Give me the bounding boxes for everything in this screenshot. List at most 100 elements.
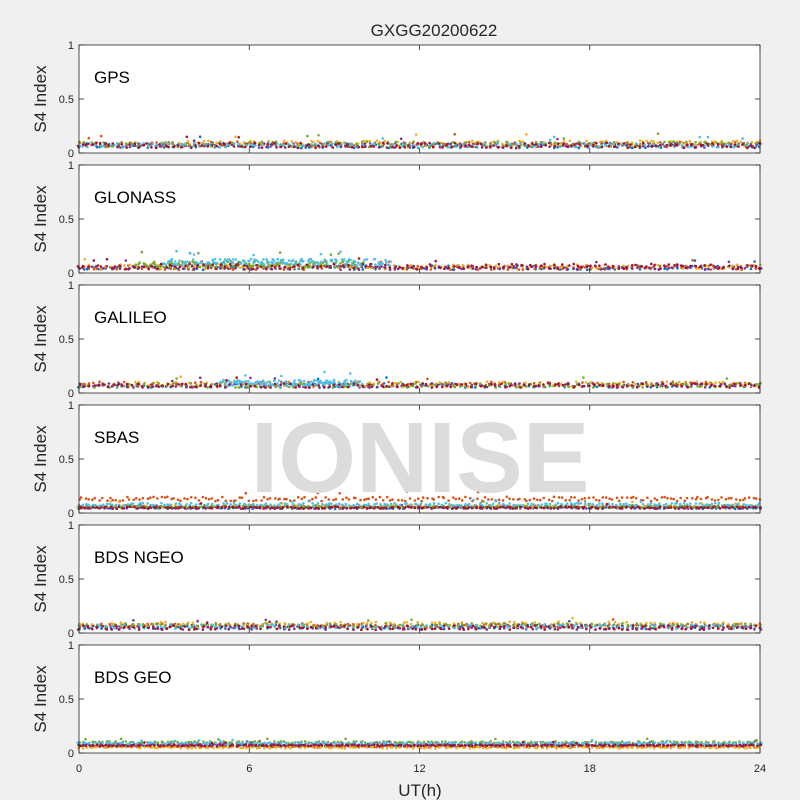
data-point: [310, 143, 313, 146]
data-point: [451, 268, 455, 271]
data-point: [159, 262, 163, 266]
data-point: [337, 144, 341, 147]
data-point: [189, 382, 192, 385]
data-point: [356, 384, 360, 387]
data-point: [602, 267, 605, 271]
data-point: [191, 621, 195, 625]
data-point: [314, 146, 317, 150]
data-point: [531, 142, 534, 145]
data-point: [466, 265, 470, 268]
data-point: [118, 264, 121, 267]
data-point: [462, 267, 466, 271]
data-point: [216, 498, 220, 502]
data-point: [312, 260, 315, 263]
data-point: [377, 382, 380, 385]
data-point: [598, 502, 601, 505]
data-point: [193, 385, 197, 389]
data-point: [87, 506, 91, 510]
data-point: [228, 258, 231, 261]
data-point: [93, 384, 97, 387]
data-point: [595, 260, 598, 264]
data-point: [483, 384, 487, 388]
data-point: [684, 382, 688, 386]
data-point: [150, 264, 153, 268]
data-point: [355, 143, 358, 146]
data-point: [239, 262, 243, 265]
data-point: [652, 140, 656, 143]
data-point: [381, 262, 384, 265]
data-point: [306, 134, 309, 138]
data-point: [517, 145, 521, 148]
data-point: [128, 267, 131, 270]
data-point: [122, 384, 126, 388]
data-point: [305, 144, 309, 147]
data-point: [686, 503, 689, 506]
data-point: [142, 143, 146, 147]
data-point: [752, 496, 756, 500]
data-point: [727, 497, 730, 500]
data-point: [110, 385, 114, 388]
data-point: [728, 507, 731, 510]
data-point: [162, 265, 165, 269]
data-point: [115, 268, 118, 271]
data-point: [285, 261, 288, 265]
data-point: [140, 506, 143, 510]
data-point: [691, 382, 694, 385]
data-point: [562, 140, 566, 143]
data-point: [353, 260, 357, 264]
data-point: [130, 141, 133, 145]
data-point: [597, 145, 600, 148]
data-point: [240, 145, 243, 148]
data-point: [678, 506, 681, 510]
data-point: [656, 132, 660, 135]
data-point: [678, 502, 682, 506]
data-point: [561, 263, 564, 266]
data-point: [256, 266, 259, 270]
data-point: [518, 139, 521, 143]
data-point: [193, 381, 197, 385]
data-point: [109, 500, 113, 503]
data-point: [446, 146, 450, 149]
data-point: [81, 145, 84, 148]
data-point: [296, 263, 300, 267]
data-point: [207, 139, 210, 143]
data-point: [556, 137, 559, 141]
data-point: [646, 503, 650, 506]
data-point: [358, 263, 362, 266]
data-point: [711, 142, 714, 145]
data-point: [498, 267, 502, 271]
data-point: [699, 382, 703, 386]
data-point: [631, 267, 634, 270]
data-point: [437, 142, 441, 145]
data-point: [95, 506, 99, 509]
data-point: [515, 266, 518, 269]
data-point: [728, 386, 731, 389]
data-point: [693, 146, 697, 149]
data-point: [677, 380, 681, 384]
data-point: [347, 263, 350, 267]
data-point: [645, 139, 648, 143]
data-point: [251, 267, 255, 271]
data-point: [344, 383, 348, 386]
data-point: [318, 141, 322, 145]
data-point: [453, 141, 457, 145]
data-point: [240, 383, 243, 386]
data-point: [417, 380, 420, 384]
data-point: [215, 141, 219, 145]
data-point: [169, 506, 173, 510]
data-point: [222, 378, 225, 382]
data-point: [228, 383, 231, 386]
data-point: [614, 506, 617, 509]
data-point: [299, 380, 303, 383]
data-point: [615, 386, 619, 389]
data-point: [620, 496, 624, 499]
data-point: [317, 144, 321, 148]
data-point: [731, 503, 734, 507]
data-point: [147, 142, 150, 145]
data-point: [82, 140, 85, 144]
data-point: [634, 504, 637, 507]
data-point: [241, 507, 245, 510]
data-point: [622, 380, 625, 384]
